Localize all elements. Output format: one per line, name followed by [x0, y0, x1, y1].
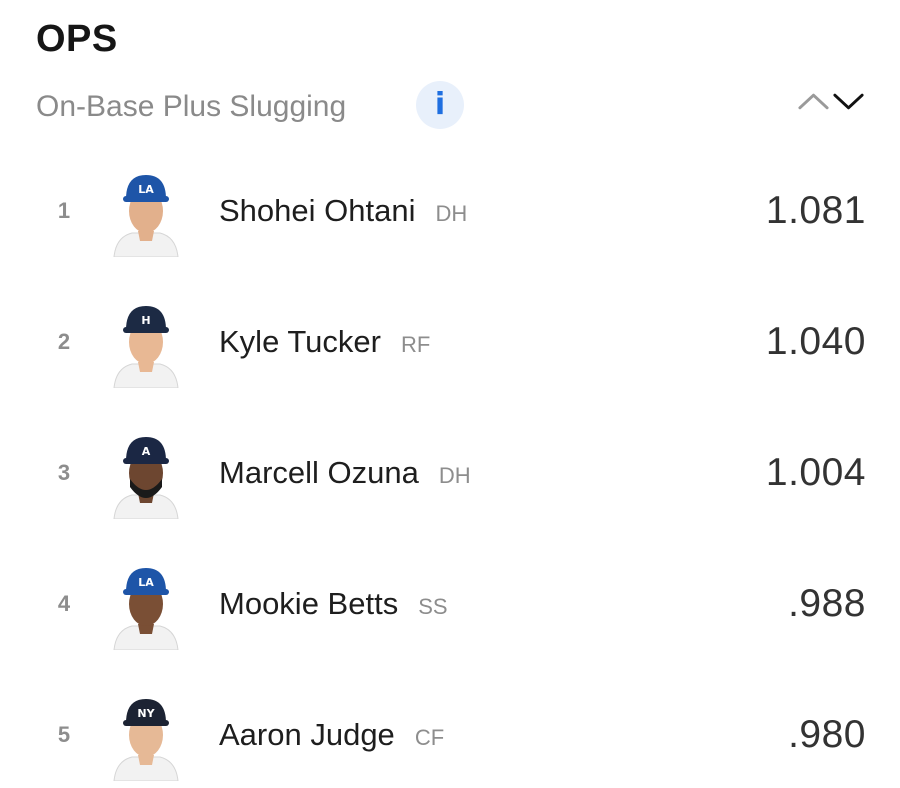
- leaderboard-row[interactable]: 2 H Kyle Tucker RF 1.040: [0, 276, 900, 407]
- info-icon: i: [434, 87, 446, 122]
- sort-toggle[interactable]: [796, 88, 866, 114]
- team-logo: LA: [138, 576, 154, 589]
- stat-value: 1.081: [765, 188, 866, 232]
- player-name[interactable]: Marcell Ozuna: [219, 454, 419, 490]
- page-title: OPS: [36, 18, 118, 60]
- leaderboard-row[interactable]: 1 LA Shohei Ohtani DH 1.081: [0, 145, 900, 276]
- player-position: SS: [418, 593, 448, 619]
- player-headshot[interactable]: NY: [108, 689, 184, 781]
- rank-number: 2: [57, 328, 71, 354]
- player-headshot[interactable]: LA: [108, 165, 184, 257]
- player-name[interactable]: Mookie Betts: [219, 585, 399, 621]
- player-position: DH: [438, 462, 471, 488]
- player-position: CF: [414, 724, 445, 750]
- rank-number: 4: [57, 590, 71, 616]
- team-logo: LA: [138, 183, 154, 196]
- player-position: DH: [435, 200, 468, 226]
- player-info: Mookie Betts SS: [219, 586, 448, 622]
- rank-number: 3: [57, 459, 71, 485]
- chevron-down-icon[interactable]: [831, 88, 866, 114]
- player-info: Kyle Tucker RF: [219, 324, 430, 360]
- team-logo: A: [142, 445, 151, 458]
- stat-value: 1.004: [765, 450, 866, 494]
- stat-subtitle: On-Base Plus Slugging: [36, 90, 347, 123]
- info-button[interactable]: i: [416, 81, 464, 129]
- stat-value: .988: [788, 581, 866, 625]
- team-logo: NY: [137, 707, 155, 720]
- leaderboard-row[interactable]: 5 NY Aaron Judge CF .980: [0, 669, 900, 788]
- player-headshot[interactable]: LA: [108, 558, 184, 650]
- player-info: Shohei Ohtani DH: [219, 193, 467, 229]
- player-headshot[interactable]: H: [108, 296, 184, 388]
- stat-value: 1.040: [765, 319, 866, 363]
- leaderboard-row[interactable]: 3 A Marcell Ozuna DH 1.004: [0, 407, 900, 538]
- chevron-up-icon[interactable]: [796, 88, 831, 114]
- leaderboard-row[interactable]: 4 LA Mookie Betts SS .988: [0, 538, 900, 669]
- team-logo: H: [141, 314, 150, 327]
- rank-number: 5: [57, 721, 71, 747]
- player-position: RF: [400, 331, 431, 357]
- player-name[interactable]: Aaron Judge: [219, 716, 395, 752]
- player-info: Marcell Ozuna DH: [219, 455, 471, 491]
- player-name[interactable]: Shohei Ohtani: [219, 192, 416, 228]
- rank-number: 1: [57, 197, 71, 223]
- stat-value: .980: [788, 712, 866, 756]
- player-name[interactable]: Kyle Tucker: [219, 323, 381, 359]
- player-info: Aaron Judge CF: [219, 717, 444, 753]
- player-headshot[interactable]: A: [108, 427, 184, 519]
